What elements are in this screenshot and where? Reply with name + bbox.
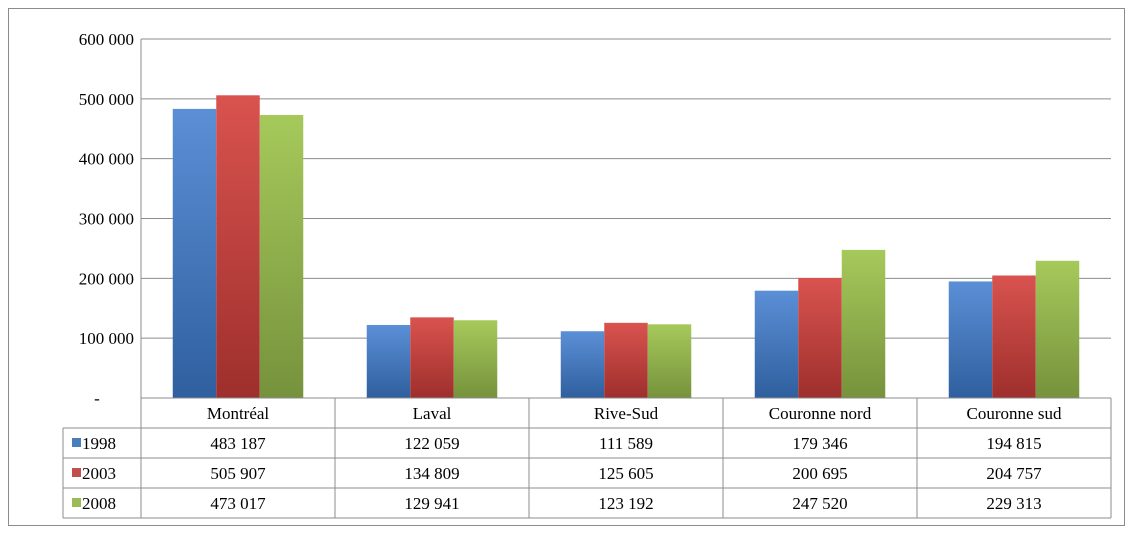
bar-2008-2 [647, 324, 692, 398]
bar-1998-1 [366, 324, 411, 398]
data-label: 229 313 [986, 494, 1041, 513]
series-label-1998: 1998 [82, 434, 116, 453]
bar-1998-0 [172, 108, 217, 398]
data-label: 129 941 [404, 494, 459, 513]
data-label: 483 187 [210, 434, 266, 453]
data-label: 247 520 [792, 494, 847, 513]
data-table: Montréal Laval Rive-Sud Couronne nord Couron… [62, 397, 1112, 519]
bar-1998-3 [754, 290, 799, 398]
series-label-2008: 2008 [82, 494, 116, 513]
data-label: 134 809 [404, 464, 459, 483]
bar-2003-2 [604, 322, 648, 398]
data-label: 179 346 [792, 434, 847, 453]
data-label: 123 192 [598, 494, 653, 513]
bar-1998-2 [560, 331, 605, 398]
data-label: 473 017 [210, 494, 266, 513]
category-label: Laval [413, 404, 452, 423]
bar-1998-4 [948, 281, 993, 398]
bar-2003-4 [992, 275, 1036, 398]
axes: - 100 000 200 000 300 000 400 000 500 000 600 … [79, 30, 142, 408]
data-label: 204 757 [986, 464, 1042, 483]
category-label: Rive-Sud [594, 404, 659, 423]
data-label: 194 815 [986, 434, 1041, 453]
bars [172, 95, 1080, 399]
bar-2008-1 [453, 320, 498, 398]
bar-2003-1 [410, 317, 454, 398]
series-label-2003: 2003 [82, 464, 116, 483]
y-tick-label: 600 000 [79, 30, 134, 49]
y-tick-label: 100 000 [79, 329, 134, 348]
bar-2008-0 [259, 114, 304, 399]
y-tick-label: 300 000 [79, 210, 134, 229]
bar-2008-3 [841, 249, 886, 398]
bar-2003-3 [798, 277, 842, 398]
legend-key-2003 [72, 468, 81, 477]
y-tick-label: 200 000 [79, 269, 134, 288]
data-label: 505 907 [210, 464, 266, 483]
category-label: Couronne sud [967, 404, 1062, 423]
legend-key-1998 [72, 438, 81, 447]
category-label: Montréal [207, 404, 270, 423]
data-label: 111 589 [599, 434, 653, 453]
y-tick-label: 400 000 [79, 150, 134, 169]
bar-2008-4 [1035, 260, 1080, 398]
category-label: Couronne nord [769, 404, 872, 423]
legend-key-2008 [72, 498, 81, 507]
data-label: 125 605 [598, 464, 653, 483]
y-tick-label: - [94, 389, 100, 408]
data-label: 200 695 [792, 464, 847, 483]
y-tick-label: 500 000 [79, 90, 134, 109]
bar-2003-0 [216, 95, 260, 398]
data-label: 122 059 [404, 434, 459, 453]
